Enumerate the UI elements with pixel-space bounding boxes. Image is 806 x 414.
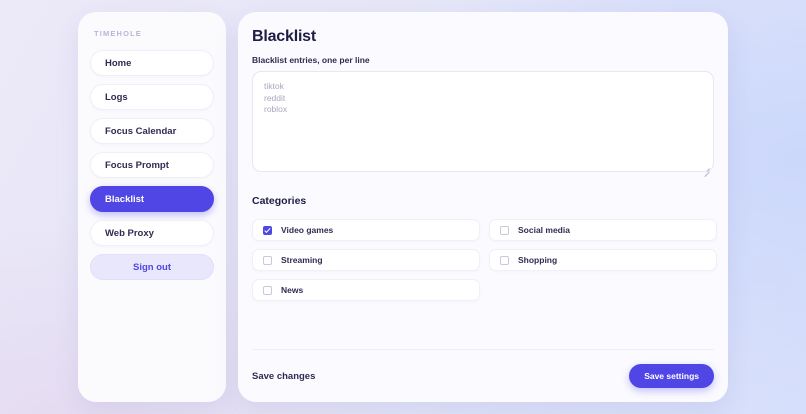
sidebar-item-blacklist[interactable]: Blacklist <box>90 186 214 212</box>
category-row-news[interactable]: News <box>252 279 480 301</box>
blacklist-textarea[interactable] <box>252 71 714 172</box>
sidebar-item-web-proxy[interactable]: Web Proxy <box>90 220 214 246</box>
brand-logo: TIMEHOLE <box>94 29 142 38</box>
checkbox-social-media[interactable] <box>500 225 509 235</box>
main-panel: Blacklist Blacklist entries, one per lin… <box>238 12 728 402</box>
sign-out-label: Sign out <box>133 261 171 273</box>
save-changes-label: Save changes <box>252 370 316 382</box>
sidebar-item-label: Home <box>105 57 132 69</box>
category-row-shopping[interactable]: Shopping <box>489 249 717 271</box>
blacklist-input-wrapper <box>252 71 714 177</box>
sidebar-item-label: Blacklist <box>105 193 145 205</box>
sidebar-item-label: Web Proxy <box>105 227 154 239</box>
categories-grid: Video games Social media Streaming Shopp… <box>252 219 717 301</box>
sidebar-item-label: Focus Prompt <box>105 159 169 171</box>
checkbox-video-games[interactable] <box>263 225 272 235</box>
category-label: Streaming <box>281 255 323 265</box>
categories-heading: Categories <box>252 195 307 207</box>
sidebar-item-focus-calendar[interactable]: Focus Calendar <box>90 118 214 144</box>
panel-footer: Save changes Save settings <box>252 350 714 402</box>
sidebar-nav: Home Logs Focus Calendar Focus Prompt Bl… <box>90 50 214 280</box>
sidebar-item-label: Logs <box>105 91 128 103</box>
panel-spacer <box>252 301 714 349</box>
blacklist-field-label: Blacklist entries, one per line <box>252 55 370 65</box>
footer-divider <box>252 349 714 350</box>
category-row-streaming[interactable]: Streaming <box>252 249 480 271</box>
checkbox-news[interactable] <box>263 285 272 295</box>
category-label: Video games <box>281 225 334 235</box>
category-label: News <box>281 285 304 295</box>
category-row-social-media[interactable]: Social media <box>489 219 717 241</box>
sidebar-item-logs[interactable]: Logs <box>90 84 214 110</box>
sidebar: TIMEHOLE Home Logs Focus Calendar Focus … <box>78 12 226 402</box>
category-label: Shopping <box>518 255 558 265</box>
sidebar-item-focus-prompt[interactable]: Focus Prompt <box>90 152 214 178</box>
sidebar-item-home[interactable]: Home <box>90 50 214 76</box>
sidebar-item-label: Focus Calendar <box>105 125 177 137</box>
checkbox-streaming[interactable] <box>263 255 272 265</box>
save-settings-button[interactable]: Save settings <box>629 364 714 388</box>
page-title: Blacklist <box>252 28 317 45</box>
checkbox-shopping[interactable] <box>500 255 509 265</box>
category-label: Social media <box>518 225 570 235</box>
sign-out-button[interactable]: Sign out <box>90 254 214 280</box>
category-row-video-games[interactable]: Video games <box>252 219 480 241</box>
